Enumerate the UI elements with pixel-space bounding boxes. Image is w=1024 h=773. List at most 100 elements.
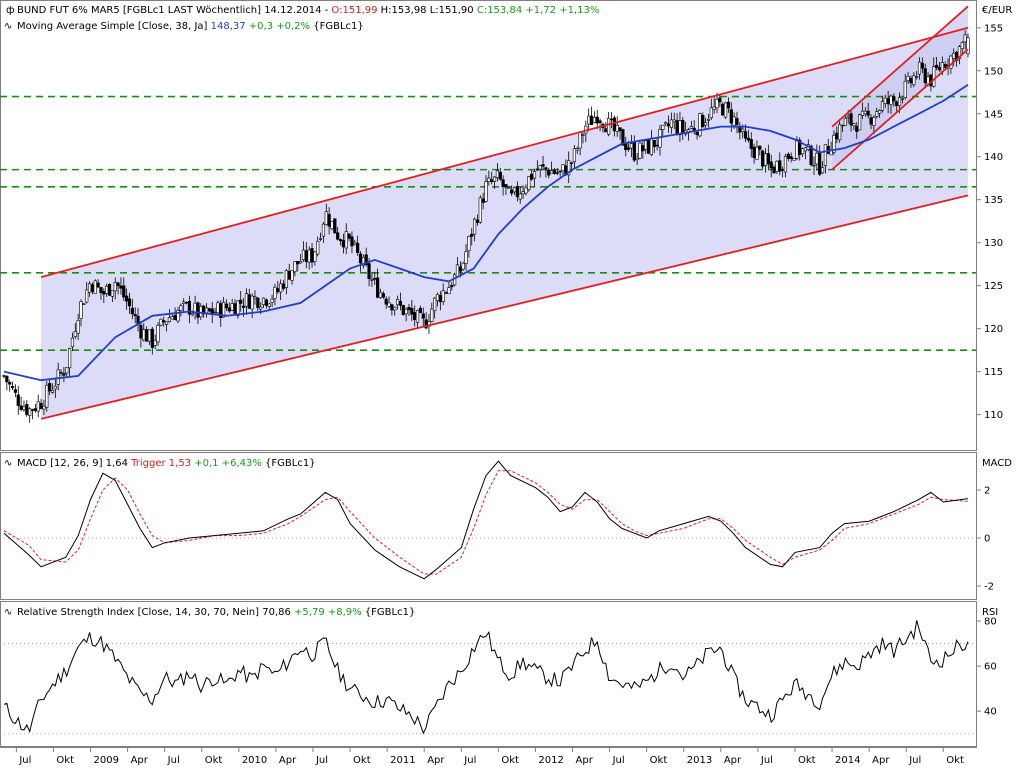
- candle-body: [732, 116, 736, 126]
- candle-body: [638, 142, 642, 159]
- price-axis-title: €/EUR: [982, 5, 1012, 16]
- candle: [67, 347, 72, 378]
- candle: [723, 101, 728, 120]
- macd-legend-ric: {FGBLc1}: [262, 458, 316, 469]
- macd-legend-text: MACD [12, 26, 9] 1,64 Trigger 1,53 +0,1 …: [17, 458, 316, 469]
- candle: [852, 122, 856, 130]
- candle-body: [860, 110, 865, 116]
- candle-body: [36, 401, 40, 412]
- channel-fill: [41, 27, 969, 419]
- candle: [410, 299, 414, 322]
- candle-body: [73, 331, 77, 337]
- candle-body: [558, 170, 562, 173]
- candle: [575, 146, 579, 155]
- candle-body: [444, 292, 448, 294]
- candle: [843, 115, 847, 126]
- candle-body: [62, 373, 66, 376]
- candle-body: [119, 285, 123, 289]
- candle-body: [122, 285, 126, 298]
- candle-body: [701, 115, 705, 128]
- candle: [872, 115, 876, 135]
- candle-body: [199, 306, 203, 318]
- candle-body: [481, 198, 485, 203]
- candle-body: [718, 97, 722, 103]
- ma-legend-value: 148,37: [211, 21, 246, 32]
- candle-body: [301, 249, 306, 260]
- candle-body: [241, 305, 246, 308]
- price-legend: ф BUND FUT 6% MAR5 [FGBLc1 LAST Wöchentl…: [6, 5, 599, 16]
- candle-body: [204, 307, 209, 314]
- price-y-tick-label: 110: [984, 410, 1003, 421]
- candle-body: [321, 223, 326, 237]
- candle-body: [823, 144, 827, 166]
- candle: [726, 97, 731, 113]
- candle-body: [649, 138, 654, 155]
- candle-body: [835, 132, 839, 140]
- candle: [222, 297, 226, 318]
- candle: [935, 56, 939, 71]
- candle: [880, 95, 885, 113]
- candle: [22, 400, 26, 412]
- rsi-legend: ∿ Relative Strength Index [Close, 14, 30…: [4, 607, 415, 618]
- candle-body: [669, 119, 673, 128]
- x-tick-label: 2014: [835, 755, 860, 766]
- candle: [45, 381, 49, 412]
- candle-body: [641, 145, 645, 152]
- x-tick-label: Jul: [315, 755, 328, 766]
- candle: [704, 117, 708, 130]
- candle-body: [895, 101, 899, 107]
- macd-panel: [0, 460, 976, 580]
- x-tick-label: Apr: [724, 755, 742, 766]
- candle: [73, 322, 77, 340]
- candle-body: [33, 408, 37, 411]
- candle: [167, 309, 172, 323]
- candle-body: [726, 101, 731, 109]
- candle-body: [507, 187, 511, 189]
- candle-body: [769, 161, 773, 169]
- candle-body: [892, 96, 896, 102]
- x-tick-label: 2013: [687, 755, 712, 766]
- candle: [960, 41, 964, 56]
- rsi-legend-change: +5,79 +8,9%: [294, 607, 362, 618]
- candle-body: [832, 135, 836, 153]
- candle: [524, 184, 528, 196]
- candle-body: [587, 115, 591, 125]
- candle: [877, 109, 882, 118]
- candle: [70, 332, 75, 352]
- candle: [336, 226, 340, 241]
- candle-body: [290, 270, 294, 281]
- candle: [8, 379, 12, 392]
- candle-body: [133, 314, 137, 317]
- candle-body: [889, 95, 893, 105]
- candle-body: [130, 307, 134, 315]
- candle-body: [233, 303, 237, 314]
- candle-body: [561, 164, 565, 171]
- candle-body: [139, 325, 143, 339]
- candle-body: [917, 61, 922, 75]
- candle-body: [273, 286, 277, 299]
- candle-body: [778, 160, 782, 172]
- candle-body: [766, 153, 770, 165]
- candle-body: [752, 146, 756, 158]
- candle-body: [418, 307, 423, 313]
- candle: [518, 186, 522, 204]
- candle: [778, 152, 782, 176]
- candle: [783, 153, 788, 178]
- candle-body: [250, 295, 254, 310]
- candle: [749, 132, 753, 158]
- rsi-y-tick-label: 80: [984, 617, 997, 628]
- candle-body: [433, 297, 437, 312]
- candle: [150, 326, 154, 355]
- candle-body: [421, 313, 425, 319]
- candle-body: [515, 186, 519, 198]
- candle-body: [450, 285, 454, 288]
- candle-body: [413, 312, 417, 320]
- candle-body: [920, 62, 924, 69]
- candle-body: [578, 132, 582, 149]
- candle-body: [949, 55, 953, 69]
- candle: [441, 283, 445, 306]
- candle: [701, 112, 705, 128]
- price-legend-close: C:153,84 +1,72 +1,13%: [477, 5, 600, 16]
- candle-body: [142, 329, 146, 341]
- candle-body: [13, 389, 18, 393]
